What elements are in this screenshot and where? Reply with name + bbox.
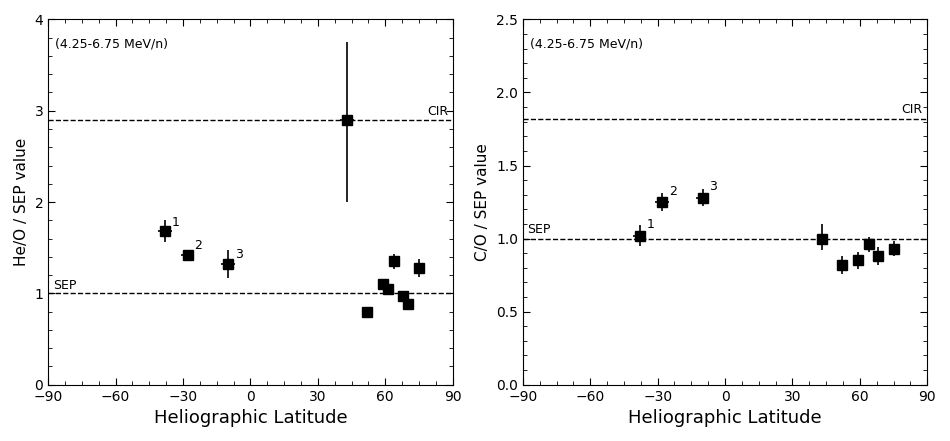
Text: 3: 3: [235, 248, 242, 262]
Text: (4.25-6.75 MeV/n): (4.25-6.75 MeV/n): [529, 37, 642, 51]
Text: SEP: SEP: [527, 223, 551, 235]
Text: 1: 1: [172, 216, 180, 228]
Text: 3: 3: [710, 180, 717, 193]
Text: 2: 2: [194, 239, 202, 252]
X-axis label: Heliographic Latitude: Heliographic Latitude: [154, 409, 348, 427]
Text: SEP: SEP: [52, 279, 76, 292]
Text: CIR: CIR: [428, 105, 448, 118]
Text: CIR: CIR: [902, 103, 922, 116]
Y-axis label: He/O / SEP value: He/O / SEP value: [14, 138, 28, 266]
Text: 1: 1: [646, 218, 655, 231]
X-axis label: Heliographic Latitude: Heliographic Latitude: [628, 409, 822, 427]
Text: (4.25-6.75 MeV/n): (4.25-6.75 MeV/n): [55, 37, 168, 51]
Text: 2: 2: [669, 185, 676, 198]
Y-axis label: C/O / SEP value: C/O / SEP value: [475, 143, 490, 261]
